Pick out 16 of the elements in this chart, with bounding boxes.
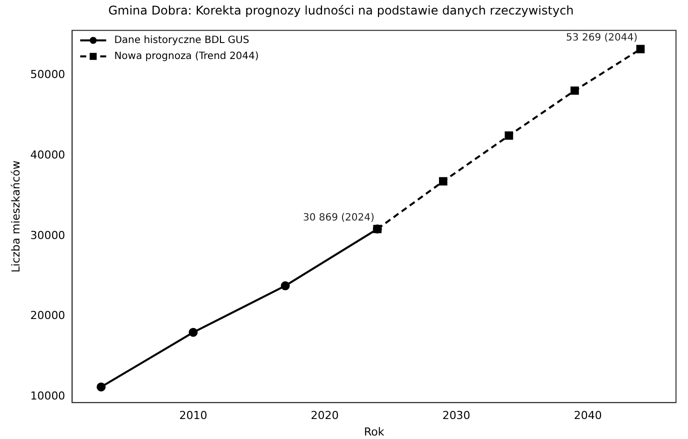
x-tick-label: 2020 <box>310 409 339 422</box>
legend-label: Nowa prognoza (Trend 2044) <box>114 50 259 62</box>
annotation: 53 269 (2044) <box>566 32 638 44</box>
annotation: 30 869 (2024) <box>302 212 374 224</box>
y-axis-title: Liczba mieszkańców <box>9 160 22 272</box>
x-axis-title: Rok <box>364 425 385 438</box>
chart-title: Gmina Dobra: Korekta prognozy ludności na podstawie danych rzeczywistych <box>108 3 574 18</box>
legend-label: Dane historyczne BDL GUS <box>114 34 250 46</box>
x-tick-label: 2010 <box>179 409 208 422</box>
y-tick-label: 20000 <box>30 309 66 322</box>
y-tick-label: 10000 <box>30 389 66 402</box>
x-tick-label: 2040 <box>574 409 602 422</box>
y-tick-label: 50000 <box>30 68 66 82</box>
y-tick-label: 30000 <box>30 228 66 242</box>
y-tick-label: 40000 <box>30 148 66 162</box>
x-tick-label: 2030 <box>442 409 470 422</box>
